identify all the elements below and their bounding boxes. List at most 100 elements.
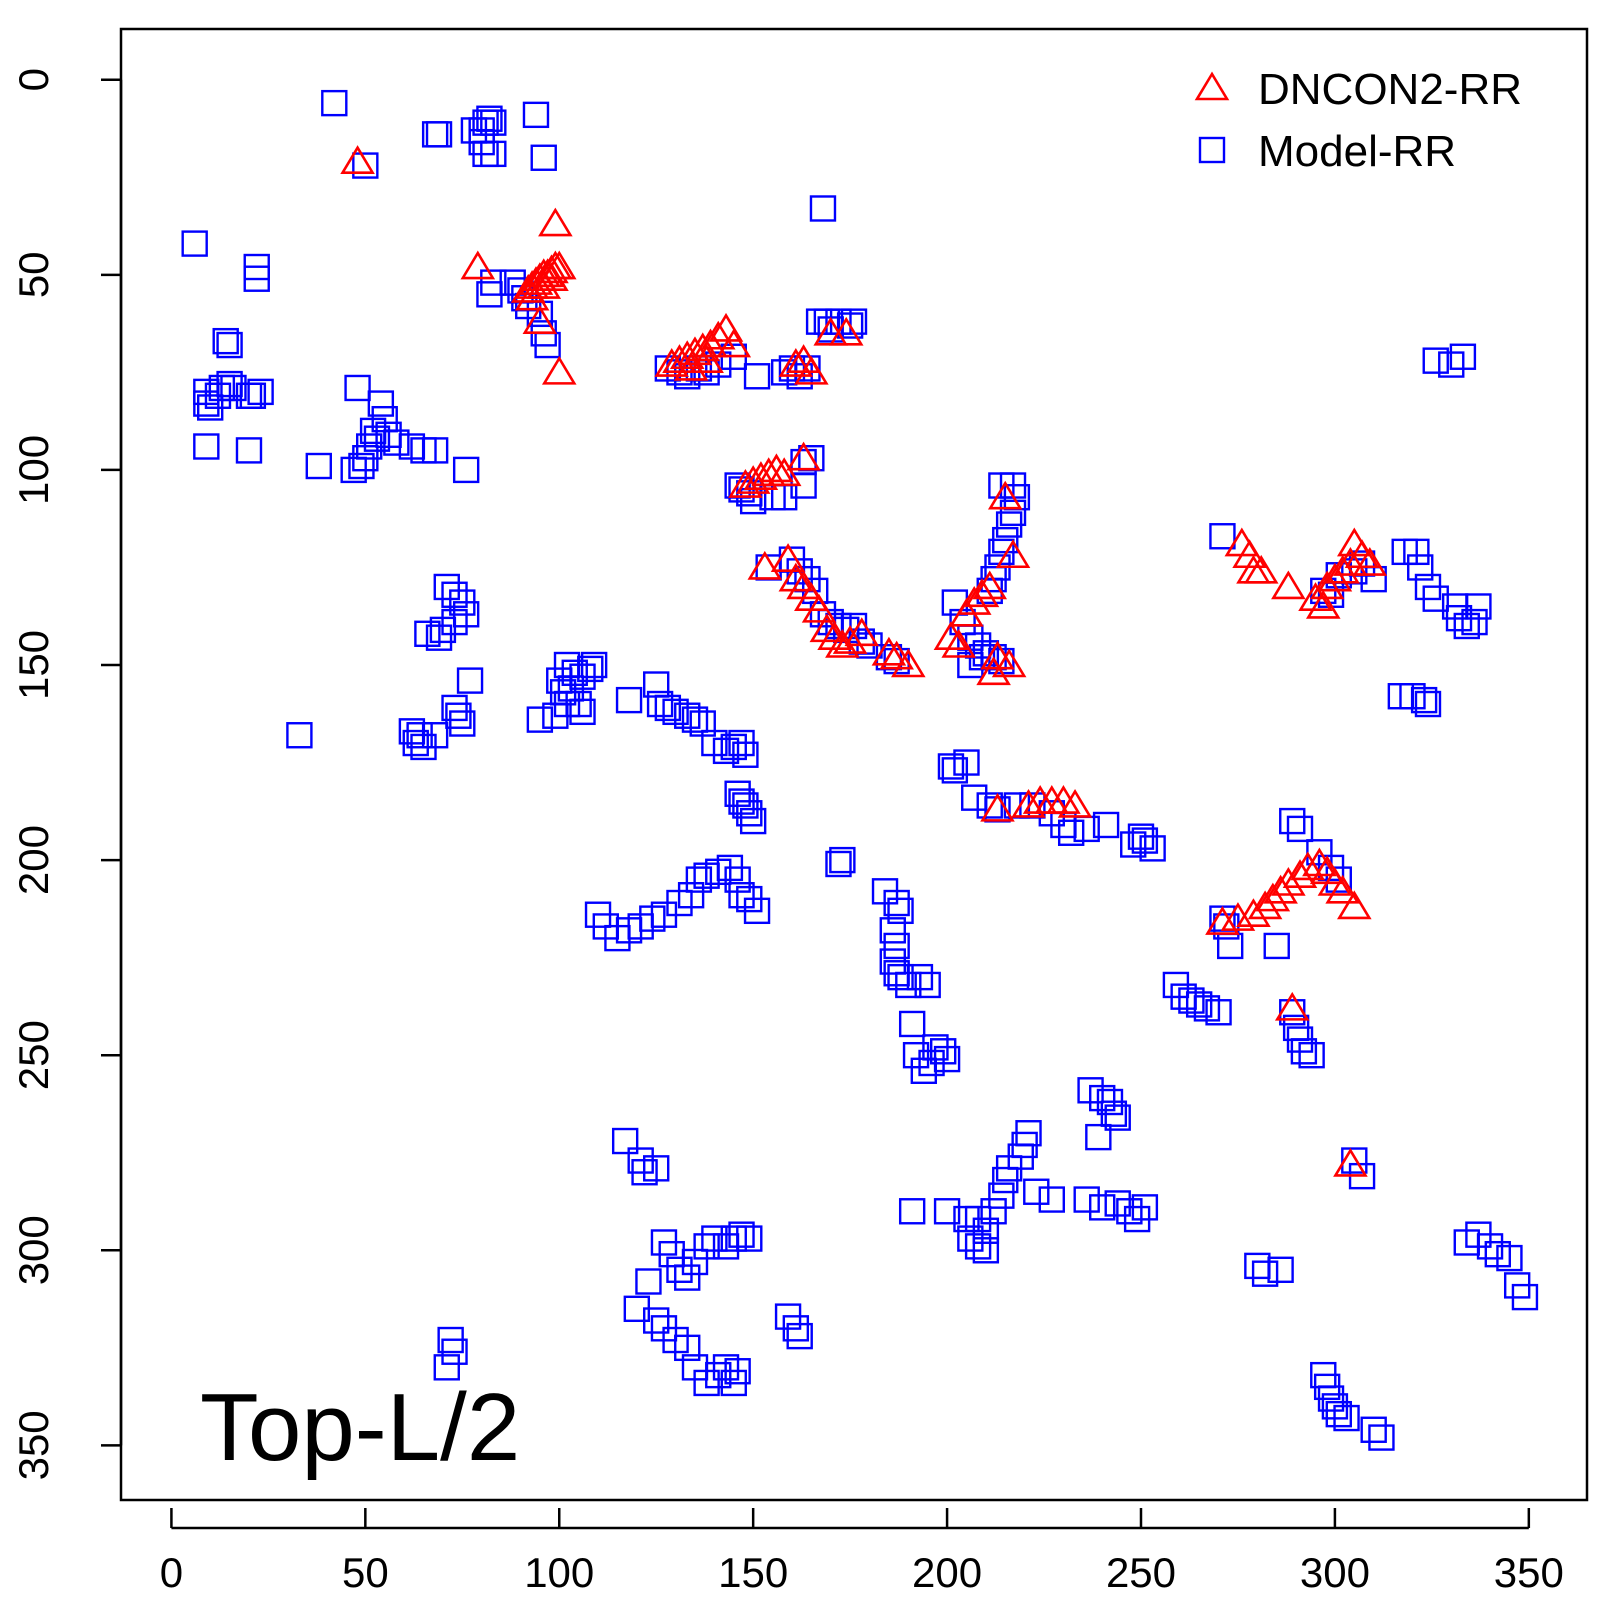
data-point	[782, 1315, 810, 1342]
data-point	[421, 437, 449, 464]
data-point	[340, 145, 375, 174]
data-point	[654, 694, 682, 722]
data-point	[953, 749, 980, 776]
data-point	[216, 331, 243, 359]
data-point	[778, 562, 814, 592]
data-point	[825, 850, 852, 878]
data-point	[344, 374, 371, 402]
x-tick-label: 0	[160, 1549, 183, 1596]
data-point	[1511, 1283, 1539, 1311]
x-tick-label: 100	[524, 1549, 594, 1596]
data-point	[1302, 847, 1337, 877]
data-point	[239, 382, 267, 409]
data-point	[693, 1233, 720, 1260]
data-point	[759, 453, 794, 483]
data-point	[673, 351, 709, 381]
data-point	[541, 355, 577, 385]
data-point	[1360, 1416, 1387, 1443]
data-point	[1057, 788, 1093, 818]
data-point	[1286, 815, 1314, 843]
data-point	[1251, 1260, 1279, 1287]
data-point	[736, 800, 763, 827]
data-point	[794, 355, 821, 382]
data-point	[1244, 1252, 1271, 1280]
data-point	[1220, 902, 1256, 931]
data-point	[1038, 1186, 1065, 1213]
x-tick-label: 350	[1494, 1549, 1564, 1596]
data-point	[643, 1307, 670, 1334]
data-point	[712, 737, 740, 765]
y-tick-label: 100	[10, 435, 57, 505]
data-point	[526, 706, 554, 733]
data-point	[1333, 547, 1368, 576]
data-point	[1290, 1038, 1318, 1065]
data-point	[674, 702, 701, 729]
data-point	[1368, 1424, 1395, 1451]
data-point	[305, 452, 332, 480]
data-point	[321, 89, 348, 117]
data-point	[569, 698, 596, 726]
legend: DNCON2-RR Model-RR	[1194, 65, 1522, 176]
data-point	[1271, 570, 1306, 600]
data-point	[794, 355, 829, 385]
data-point	[732, 741, 759, 768]
data-point	[1073, 1186, 1100, 1213]
x-tick-label: 200	[912, 1549, 982, 1596]
data-point	[991, 648, 1027, 678]
y-tick-label: 300	[10, 1215, 57, 1285]
data-point	[1317, 866, 1353, 896]
data-point	[1333, 1404, 1360, 1432]
plot-frame	[119, 27, 1589, 1502]
data-point	[193, 433, 220, 460]
data-point	[1224, 527, 1260, 557]
y-tick-label: 150	[10, 630, 57, 700]
data-point	[1185, 991, 1213, 1018]
data-point	[1410, 686, 1438, 714]
data-point	[964, 1233, 992, 1260]
data-point	[743, 363, 771, 390]
data-point	[449, 710, 476, 737]
panel-annotation: Top-L/2	[200, 1374, 520, 1481]
data-point	[526, 269, 562, 299]
data-point	[778, 348, 814, 377]
data-point	[728, 1221, 755, 1248]
data-point	[828, 316, 864, 346]
data-point	[720, 1225, 747, 1252]
x-tick-label: 300	[1300, 1549, 1370, 1596]
data-point	[937, 753, 965, 780]
data-point	[1325, 554, 1360, 584]
data-point	[522, 101, 550, 129]
data-point	[530, 258, 565, 288]
data-point	[836, 312, 864, 339]
data-point	[801, 593, 837, 623]
data-point	[1089, 1194, 1116, 1221]
legend-triangle-marker	[1194, 71, 1230, 101]
data-point	[1255, 882, 1291, 912]
data-point	[953, 1205, 980, 1233]
data-point	[1279, 807, 1306, 835]
data-point	[1023, 1178, 1050, 1205]
data-point	[980, 1198, 1007, 1225]
x-tick-label: 250	[1106, 1549, 1176, 1596]
data-point	[930, 1038, 957, 1065]
data-point	[577, 655, 604, 683]
data-point	[425, 624, 453, 651]
data-point	[367, 390, 395, 417]
data-point	[1116, 1198, 1143, 1225]
data-point	[247, 378, 274, 406]
data-point	[1178, 987, 1205, 1014]
data-point	[976, 792, 1003, 819]
data-point	[1236, 898, 1271, 928]
data-point	[933, 1045, 961, 1073]
data-point	[964, 578, 1000, 608]
data-point	[1205, 999, 1232, 1026]
data-point	[898, 1198, 926, 1225]
data-point	[1465, 593, 1492, 620]
data-point	[643, 1155, 670, 1182]
data-point	[1496, 1244, 1523, 1272]
data-point	[956, 586, 992, 615]
data-point	[883, 932, 910, 960]
data-point	[522, 305, 558, 334]
data-point	[286, 722, 313, 749]
data-point	[708, 312, 744, 342]
